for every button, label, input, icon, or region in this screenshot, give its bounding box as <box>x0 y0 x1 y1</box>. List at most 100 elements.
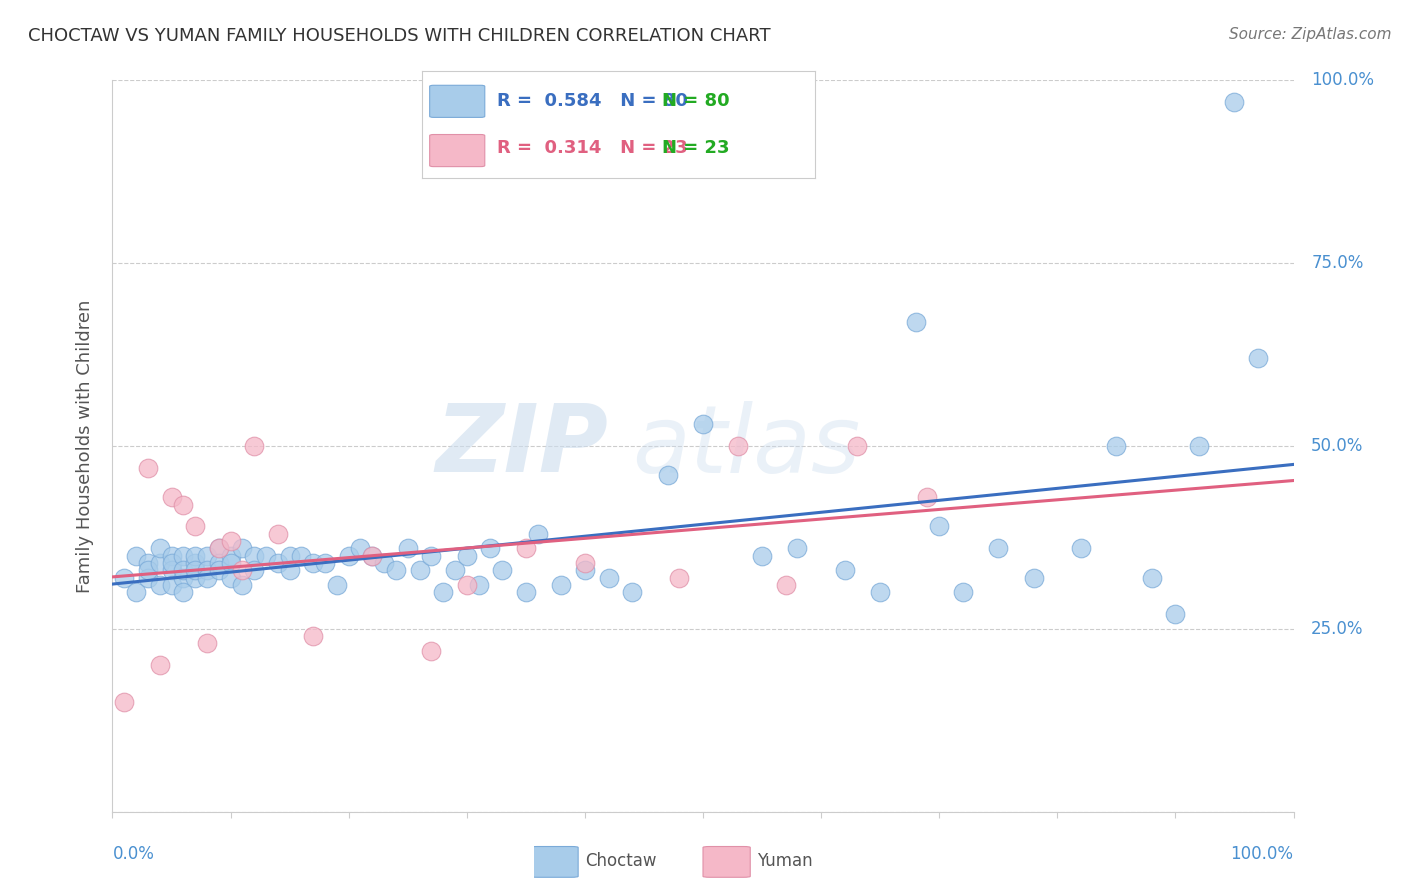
Text: R =  0.314   N = 23: R = 0.314 N = 23 <box>496 139 688 157</box>
Point <box>515 585 537 599</box>
Text: Yuman: Yuman <box>756 852 813 870</box>
Point <box>420 549 443 563</box>
FancyBboxPatch shape <box>703 847 751 878</box>
Point <box>172 549 194 563</box>
Point <box>184 556 207 570</box>
Point <box>195 636 218 650</box>
Point <box>786 541 808 556</box>
Point <box>727 439 749 453</box>
Point <box>987 541 1010 556</box>
Point <box>195 563 218 577</box>
Point <box>172 571 194 585</box>
Point <box>208 541 231 556</box>
Point <box>219 571 242 585</box>
Point <box>385 563 408 577</box>
Point <box>243 439 266 453</box>
Point <box>172 563 194 577</box>
Point <box>574 563 596 577</box>
Point <box>172 585 194 599</box>
Text: Choctaw: Choctaw <box>585 852 657 870</box>
Point <box>834 563 856 577</box>
Point <box>208 563 231 577</box>
Point <box>125 549 148 563</box>
Text: ZIP: ZIP <box>436 400 609 492</box>
Text: R =  0.314: R = 0.314 <box>496 139 613 157</box>
Point <box>420 644 443 658</box>
Point <box>1022 571 1045 585</box>
Point <box>136 461 159 475</box>
Point <box>149 556 172 570</box>
Point <box>657 468 679 483</box>
Point <box>1140 571 1163 585</box>
Point <box>361 549 384 563</box>
Point <box>172 498 194 512</box>
Point <box>349 541 371 556</box>
Point <box>136 556 159 570</box>
Point <box>160 549 183 563</box>
Point <box>149 658 172 673</box>
Point <box>467 578 489 592</box>
Point <box>136 563 159 577</box>
Point <box>1223 95 1246 110</box>
Point <box>231 541 253 556</box>
Point <box>574 556 596 570</box>
Point <box>1105 439 1128 453</box>
Point <box>456 578 478 592</box>
Point <box>125 585 148 599</box>
Point <box>112 571 135 585</box>
Point <box>112 695 135 709</box>
Point <box>952 585 974 599</box>
Text: 0.0%: 0.0% <box>112 845 155 863</box>
Point <box>208 556 231 570</box>
Text: 50.0%: 50.0% <box>1312 437 1364 455</box>
Point <box>278 563 301 577</box>
Text: 25.0%: 25.0% <box>1312 620 1364 638</box>
Point <box>184 519 207 533</box>
Point <box>928 519 950 533</box>
Text: R =  0.584: R = 0.584 <box>496 93 613 111</box>
Point <box>1070 541 1092 556</box>
Text: N = 80: N = 80 <box>662 93 730 111</box>
Point <box>917 490 939 504</box>
Point <box>1188 439 1211 453</box>
Point <box>361 549 384 563</box>
Point <box>267 526 290 541</box>
Point <box>243 563 266 577</box>
Point <box>219 534 242 549</box>
Point <box>267 556 290 570</box>
Point <box>290 549 312 563</box>
Text: 100.0%: 100.0% <box>1230 845 1294 863</box>
Point <box>845 439 868 453</box>
Text: R =  0.584   N = 80: R = 0.584 N = 80 <box>496 93 688 111</box>
Point <box>326 578 349 592</box>
Text: 75.0%: 75.0% <box>1312 254 1364 272</box>
Point <box>184 549 207 563</box>
Point <box>869 585 891 599</box>
Point <box>621 585 644 599</box>
Text: atlas: atlas <box>633 401 860 491</box>
Point <box>195 571 218 585</box>
Point <box>314 556 336 570</box>
Point <box>160 578 183 592</box>
Point <box>149 578 172 592</box>
Point <box>149 541 172 556</box>
Point <box>526 526 548 541</box>
Point <box>278 549 301 563</box>
Text: Source: ZipAtlas.com: Source: ZipAtlas.com <box>1229 27 1392 42</box>
Point <box>1247 351 1270 366</box>
Text: 100.0%: 100.0% <box>1312 71 1374 89</box>
Point <box>408 563 430 577</box>
Point <box>337 549 360 563</box>
Point <box>160 556 183 570</box>
Point <box>444 563 467 577</box>
Point <box>160 490 183 504</box>
Point <box>692 417 714 431</box>
Point <box>515 541 537 556</box>
Text: N = 23: N = 23 <box>662 139 730 157</box>
Point <box>550 578 572 592</box>
Point <box>373 556 395 570</box>
Point <box>396 541 419 556</box>
Point <box>302 556 325 570</box>
Point <box>302 629 325 643</box>
FancyBboxPatch shape <box>531 847 578 878</box>
